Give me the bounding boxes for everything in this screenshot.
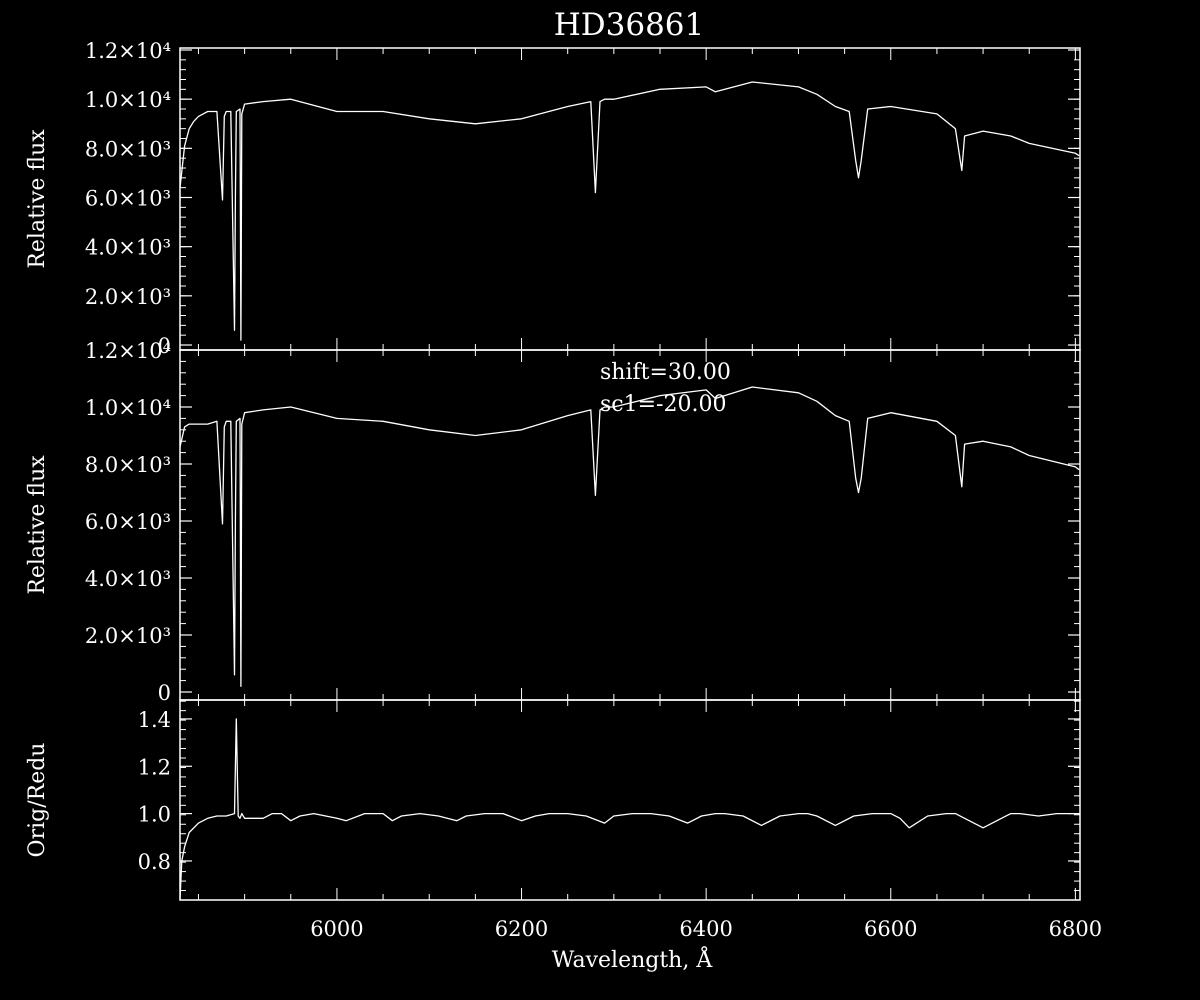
- figure-title: HD36861: [554, 7, 705, 43]
- y-tick-label: 1.4: [138, 708, 171, 732]
- y-tick-label: 6.0×10³: [85, 510, 171, 534]
- x-axis-label: Wavelength, Å: [552, 945, 714, 973]
- y-tick-label: 0: [158, 681, 171, 705]
- y-tick-label: 8.0×10³: [85, 137, 171, 161]
- x-tick-label: 6800: [1049, 917, 1102, 941]
- annotation: shift=30.00: [600, 360, 731, 385]
- y-tick-label: 1.2: [138, 755, 171, 779]
- panel-top: 0 2.0×10³ 4.0×10³ 6.0×10³ 8.0×10³ 1.0×10⁴ 1.2×…: [25, 39, 1081, 358]
- y-tick-label: 1.0: [138, 803, 171, 827]
- x-tick-label: 6400: [679, 917, 732, 941]
- x-tick-label: 6000: [310, 917, 363, 941]
- series-line-middle: [179, 386, 1080, 687]
- y-axis-label: Relative flux: [25, 129, 50, 269]
- y-tick-label: 6.0×10³: [85, 187, 171, 211]
- axes-frame-top: [179, 47, 1081, 351]
- y-tick-label: 2.0×10³: [85, 624, 171, 648]
- plot-panels: 0 2.0×10³ 4.0×10³ 6.0×10³ 8.0×10³ 1.0×10⁴ 1.2×…: [25, 39, 1102, 973]
- y-tick-label: 4.0×10³: [85, 236, 171, 260]
- y-tick-label: 8.0×10³: [85, 453, 171, 477]
- y-axis-label: Orig/Redu: [25, 743, 50, 858]
- panel-middle: 0 2.0×10³ 4.0×10³ 6.0×10³ 8.0×10³ 1.0×10⁴ 1.2×…: [25, 339, 1081, 705]
- x-tick-label: 6600: [864, 917, 917, 941]
- panel-bottom: 0.8 1.0 1.2 1.4 6000 6200 6400 6600 6800 Orig/Red…: [25, 699, 1102, 973]
- series-line-bottom: [179, 718, 1080, 899]
- y-tick-label: 1.2×10⁴: [85, 339, 171, 363]
- y-axis-label: Relative flux: [25, 455, 50, 595]
- y-tick-label: 1.0×10⁴: [85, 88, 171, 112]
- y-tick-label: 0.8: [138, 850, 171, 874]
- y-tick-label: 0: [158, 334, 171, 358]
- axes-frame-bottom: [179, 699, 1081, 901]
- annotation: sc1=-20.00: [600, 392, 726, 417]
- y-tick-label: 2.0×10³: [85, 285, 171, 309]
- series-line-top: [179, 81, 1080, 341]
- y-tick-label: 1.2×10⁴: [85, 39, 171, 63]
- x-tick-label: 6200: [495, 917, 548, 941]
- y-tick-label: 1.0×10⁴: [85, 396, 171, 420]
- y-tick-label: 4.0×10³: [85, 567, 171, 591]
